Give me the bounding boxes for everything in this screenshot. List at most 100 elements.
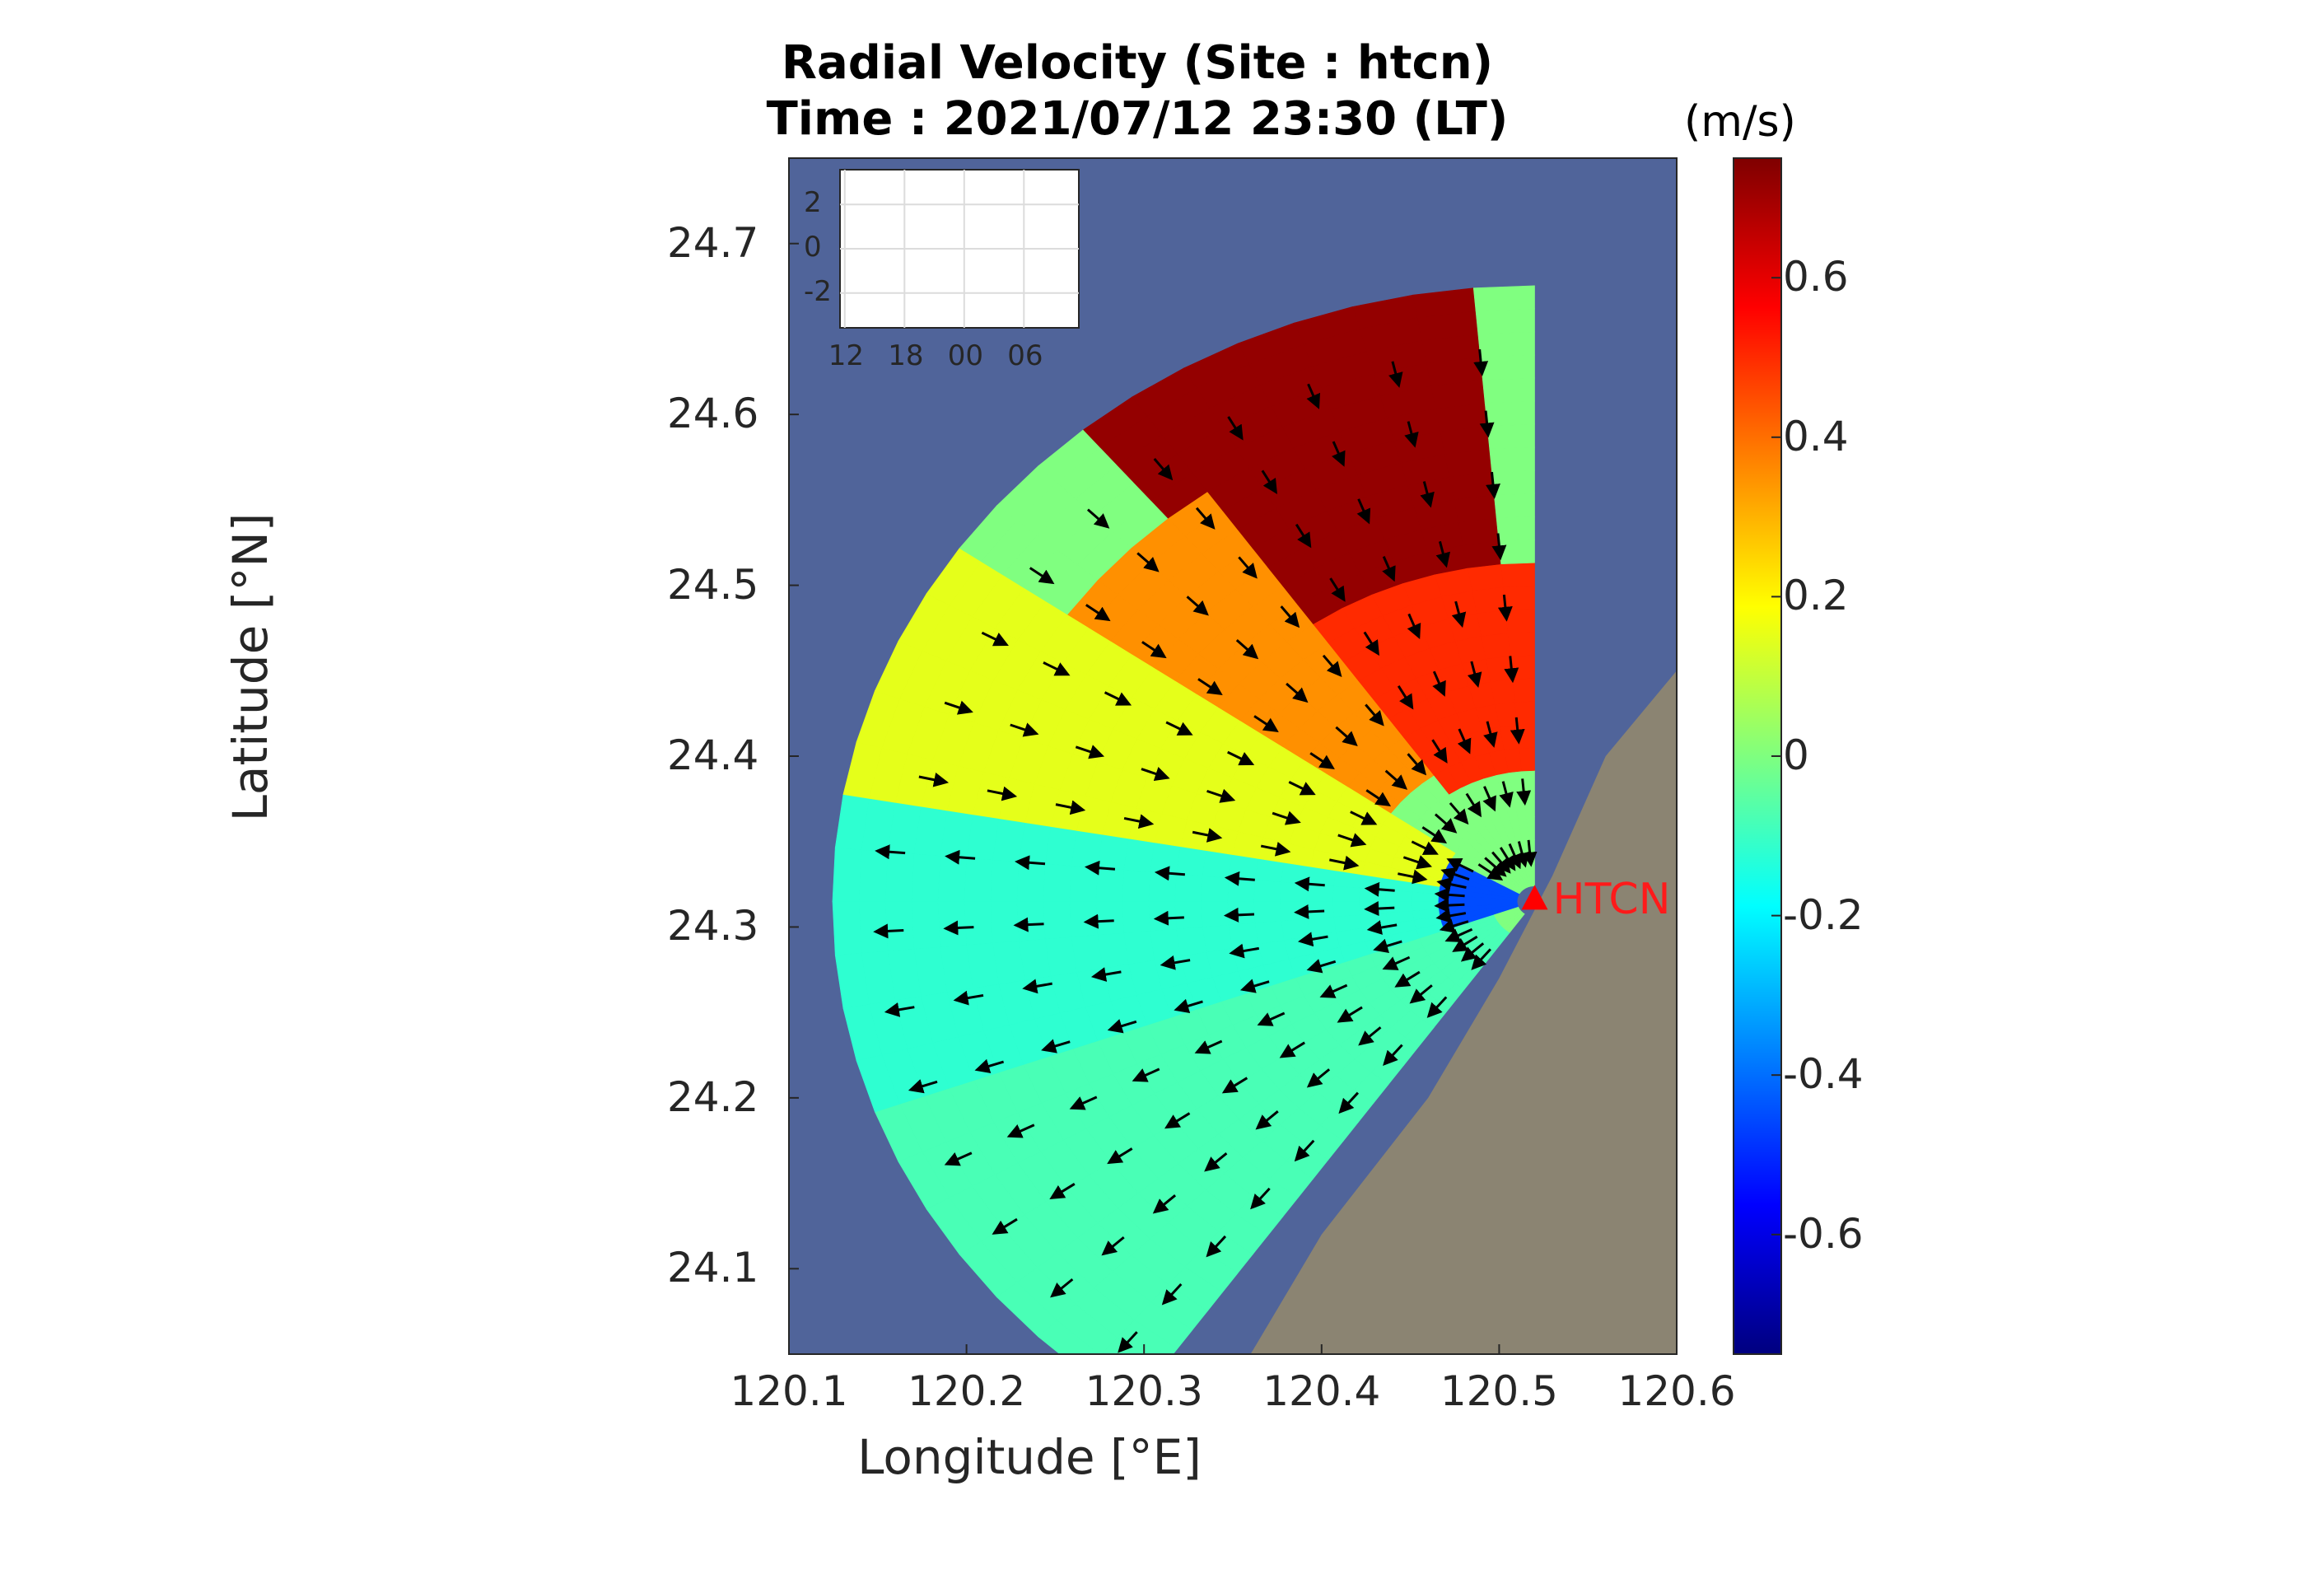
current-arrow <box>1235 639 1259 660</box>
field-cell <box>1228 854 1259 881</box>
current-arrow <box>1223 907 1255 923</box>
current-arrow <box>1394 970 1421 988</box>
field-cell <box>832 847 862 902</box>
field-cell <box>1095 867 1124 902</box>
field-cell <box>1069 901 1099 937</box>
field-cell <box>1016 901 1046 941</box>
y-axis-label: Latitude [°N] <box>222 512 278 822</box>
current-arrow <box>1350 811 1378 825</box>
current-arrow <box>1075 745 1105 759</box>
current-arrow <box>992 1217 1018 1235</box>
current-arrow <box>1141 766 1170 782</box>
current-arrow <box>1397 685 1414 710</box>
inset-x-tick: 06 <box>1007 339 1043 372</box>
current-arrow <box>1160 955 1191 970</box>
current-arrow <box>1101 1236 1125 1256</box>
current-arrow <box>1473 348 1489 376</box>
current-arrow <box>1118 1331 1138 1353</box>
field-cell <box>1496 516 1535 542</box>
field-cell <box>1175 846 1207 876</box>
colorbar-tick-label: 0 <box>1783 731 1809 779</box>
current-arrow <box>1329 855 1360 871</box>
field-cell <box>1489 446 1535 473</box>
field-cell <box>1174 873 1203 902</box>
current-arrow <box>1227 416 1244 441</box>
current-arrow <box>1298 932 1328 947</box>
current-arrow <box>944 1152 973 1166</box>
current-arrow <box>1107 1147 1133 1165</box>
current-arrow <box>1013 917 1044 932</box>
field-cell <box>1150 842 1181 875</box>
current-arrow <box>1153 910 1184 926</box>
field-cell <box>1253 901 1281 923</box>
field-cell <box>1201 901 1230 927</box>
y-tick-label: 24.4 <box>667 731 759 779</box>
current-arrow <box>1022 979 1052 994</box>
current-arrow <box>1384 769 1408 790</box>
current-arrow <box>1221 1077 1248 1094</box>
current-arrow <box>918 772 950 787</box>
current-arrow <box>1322 654 1342 677</box>
current-arrow <box>1194 1039 1223 1054</box>
current-arrow <box>1295 523 1312 549</box>
current-arrow <box>1332 441 1346 467</box>
x-tick-label: 120.5 <box>1440 1367 1558 1415</box>
current-arrow <box>908 1079 938 1094</box>
current-arrow <box>1029 567 1055 585</box>
current-arrow <box>1238 556 1258 579</box>
current-arrow <box>1446 858 1474 873</box>
current-arrow <box>1069 1095 1098 1110</box>
current-arrow <box>1373 938 1402 954</box>
current-arrow <box>1338 1091 1360 1114</box>
field-cell <box>858 901 889 954</box>
field-cell <box>884 901 915 951</box>
field-cell <box>1254 920 1285 945</box>
current-arrow <box>1085 604 1111 622</box>
current-arrow <box>1434 813 1458 834</box>
colorbar-tick-label: 0.2 <box>1783 572 1849 620</box>
current-arrow <box>1286 682 1309 703</box>
inset-y-tick: -2 <box>804 274 832 308</box>
field-cell <box>1505 608 1535 633</box>
field-cell <box>1202 850 1233 879</box>
field-cell <box>1476 610 1509 637</box>
x-axis-label: Longitude [°E] <box>857 1429 1202 1485</box>
current-arrow <box>1440 867 1470 882</box>
field-cell <box>1510 655 1535 680</box>
current-arrow <box>1444 927 1473 942</box>
current-arrow <box>1411 840 1439 855</box>
current-arrow <box>944 700 973 715</box>
current-arrow <box>1407 613 1421 640</box>
current-arrow <box>1136 552 1160 572</box>
field-cell <box>858 849 889 902</box>
tick-marks <box>788 242 1781 1354</box>
current-arrow <box>1420 481 1435 508</box>
field-cell <box>1097 932 1129 969</box>
current-arrow <box>1174 998 1203 1014</box>
field-cell <box>1485 656 1513 682</box>
current-arrow <box>1435 540 1451 568</box>
current-arrow <box>1010 722 1039 737</box>
current-arrow <box>1090 967 1122 982</box>
current-arrow <box>1083 913 1114 929</box>
current-arrow <box>875 844 906 860</box>
current-arrow <box>1204 1152 1228 1172</box>
field-cell <box>1123 930 1155 965</box>
current-arrow <box>953 990 984 1006</box>
field-cell <box>1227 901 1256 926</box>
x-tick-label: 120.3 <box>1085 1367 1203 1415</box>
field-cell <box>1519 747 1535 772</box>
current-arrow <box>1451 600 1467 628</box>
field-cell <box>1475 308 1535 334</box>
current-arrow <box>1382 556 1396 582</box>
current-arrow <box>1358 1026 1382 1046</box>
current-arrow <box>1366 920 1398 935</box>
current-arrow <box>1365 703 1384 726</box>
current-arrow <box>1306 383 1320 409</box>
field-cell <box>1463 540 1501 568</box>
current-arrow <box>1409 984 1433 1004</box>
current-arrow <box>1153 458 1174 481</box>
field-cell <box>1516 724 1535 749</box>
current-arrow <box>1272 811 1301 825</box>
